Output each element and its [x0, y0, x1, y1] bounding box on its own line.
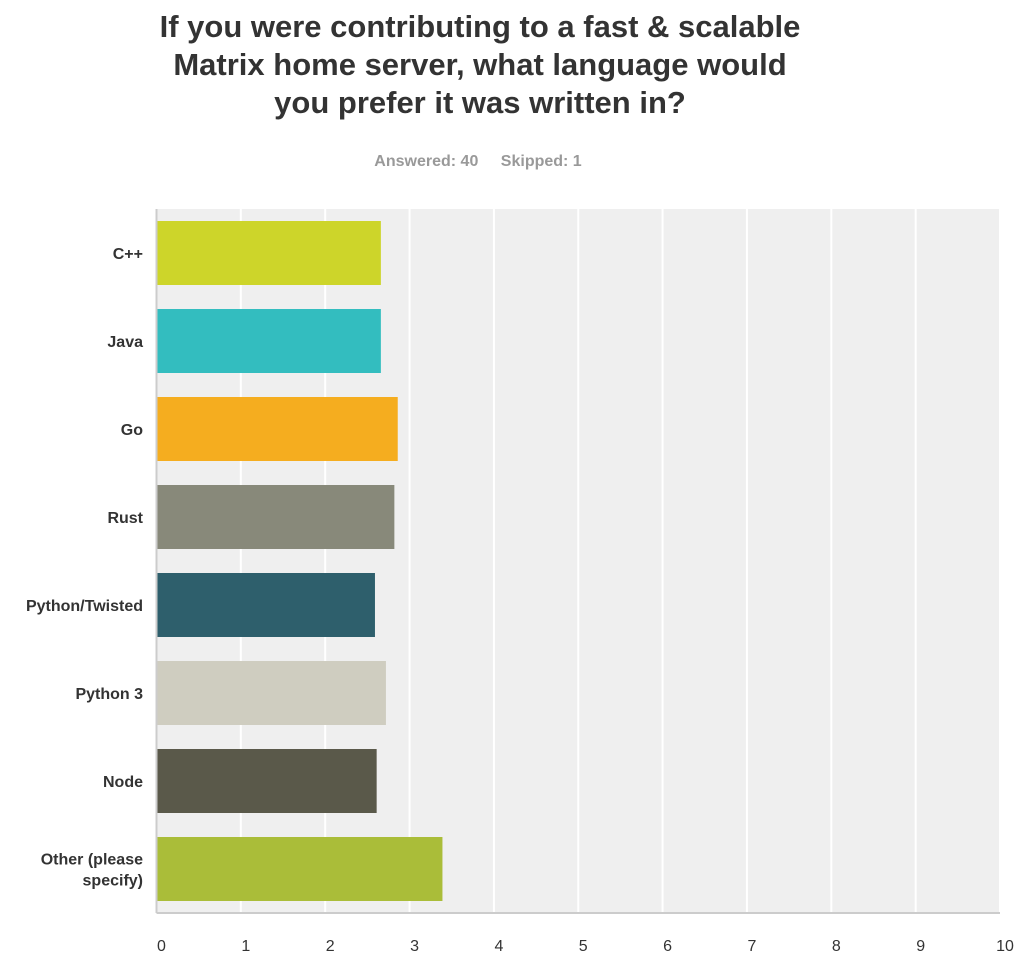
bar-other-please-specify- [157, 837, 443, 901]
bar-python-twisted [157, 573, 375, 637]
response-summary: Answered: 40 Skipped: 1 [0, 153, 956, 171]
category-label: Rust [107, 510, 143, 527]
category-label: Java [107, 334, 143, 351]
x-tick-label: 8 [832, 938, 841, 955]
x-tick-label: 3 [410, 938, 419, 955]
bar-go [157, 397, 398, 461]
x-tick-label: 6 [663, 938, 672, 955]
category-label: Python/Twisted [26, 598, 143, 615]
x-tick-label: 1 [241, 938, 250, 955]
chart-title: If you were contributing to a fast & sca… [60, 8, 900, 122]
title-line: Matrix home server, what language would [173, 47, 787, 82]
category-label: Go [121, 422, 143, 439]
title-line: If you were contributing to a fast & sca… [159, 9, 801, 44]
bar-python-3 [157, 661, 386, 725]
x-tick-label: 7 [747, 938, 756, 955]
bar-java [157, 309, 381, 373]
bar-rust [157, 485, 395, 549]
category-label: Node [103, 774, 143, 791]
answered-count: Answered: 40 [374, 153, 479, 170]
x-tick-label: 2 [326, 938, 335, 955]
x-tick-label: 4 [494, 938, 503, 955]
category-label: Python 3 [75, 686, 143, 703]
x-tick-label: 5 [579, 938, 588, 955]
bar-c- [157, 221, 381, 285]
x-tick-label: 0 [157, 938, 166, 955]
x-tick-label: 9 [916, 938, 925, 955]
skipped-count: Skipped: 1 [500, 153, 582, 170]
title-line: you prefer it was written in? [274, 85, 686, 120]
x-tick-label: 10 [996, 938, 1014, 955]
category-label: Other (please [41, 852, 143, 869]
category-label: C++ [113, 246, 143, 263]
category-label: specify) [83, 873, 143, 890]
bar-node [157, 749, 377, 813]
